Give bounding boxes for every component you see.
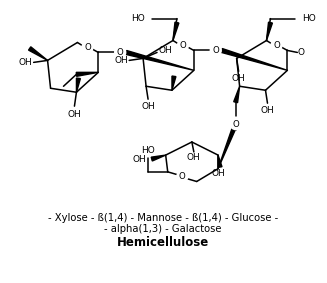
Polygon shape — [173, 22, 179, 40]
Polygon shape — [234, 86, 240, 103]
Polygon shape — [76, 72, 98, 76]
Polygon shape — [77, 78, 80, 92]
Text: OH: OH — [232, 74, 246, 83]
Text: OH: OH — [68, 110, 81, 119]
Text: O: O — [180, 41, 186, 50]
Text: OH: OH — [133, 155, 147, 164]
Text: OH: OH — [141, 102, 155, 111]
Polygon shape — [172, 76, 176, 90]
Text: O: O — [117, 48, 124, 57]
Text: - Xylose - ß(1,4) - Mannose - ß(1,4) - Glucose -: - Xylose - ß(1,4) - Mannose - ß(1,4) - G… — [48, 213, 278, 223]
Text: HO: HO — [302, 14, 316, 23]
Circle shape — [82, 42, 93, 53]
Text: O: O — [232, 120, 239, 128]
Text: O: O — [212, 46, 219, 55]
Circle shape — [230, 119, 241, 130]
Text: OH: OH — [158, 46, 172, 55]
Text: OH: OH — [114, 56, 128, 65]
Polygon shape — [267, 22, 272, 40]
Text: OH: OH — [19, 58, 33, 67]
Text: HO: HO — [141, 147, 155, 155]
Text: Hemicellulose: Hemicellulose — [117, 236, 209, 249]
Circle shape — [271, 40, 282, 51]
Polygon shape — [218, 123, 237, 169]
Text: HO: HO — [131, 14, 145, 23]
Polygon shape — [151, 155, 166, 161]
Polygon shape — [218, 155, 222, 167]
Text: O: O — [179, 172, 186, 181]
Polygon shape — [28, 47, 47, 60]
Text: OH: OH — [211, 168, 225, 177]
Polygon shape — [126, 50, 194, 70]
Text: O: O — [84, 43, 91, 52]
Circle shape — [177, 171, 188, 182]
Circle shape — [115, 47, 126, 58]
Circle shape — [210, 45, 221, 56]
Polygon shape — [221, 49, 287, 70]
Text: - alpha(1,3) - Galactose: - alpha(1,3) - Galactose — [104, 224, 222, 233]
Text: OH: OH — [261, 106, 274, 115]
Text: O: O — [298, 48, 305, 57]
Text: OH: OH — [187, 153, 201, 162]
Circle shape — [178, 40, 188, 51]
Text: O: O — [273, 41, 280, 50]
